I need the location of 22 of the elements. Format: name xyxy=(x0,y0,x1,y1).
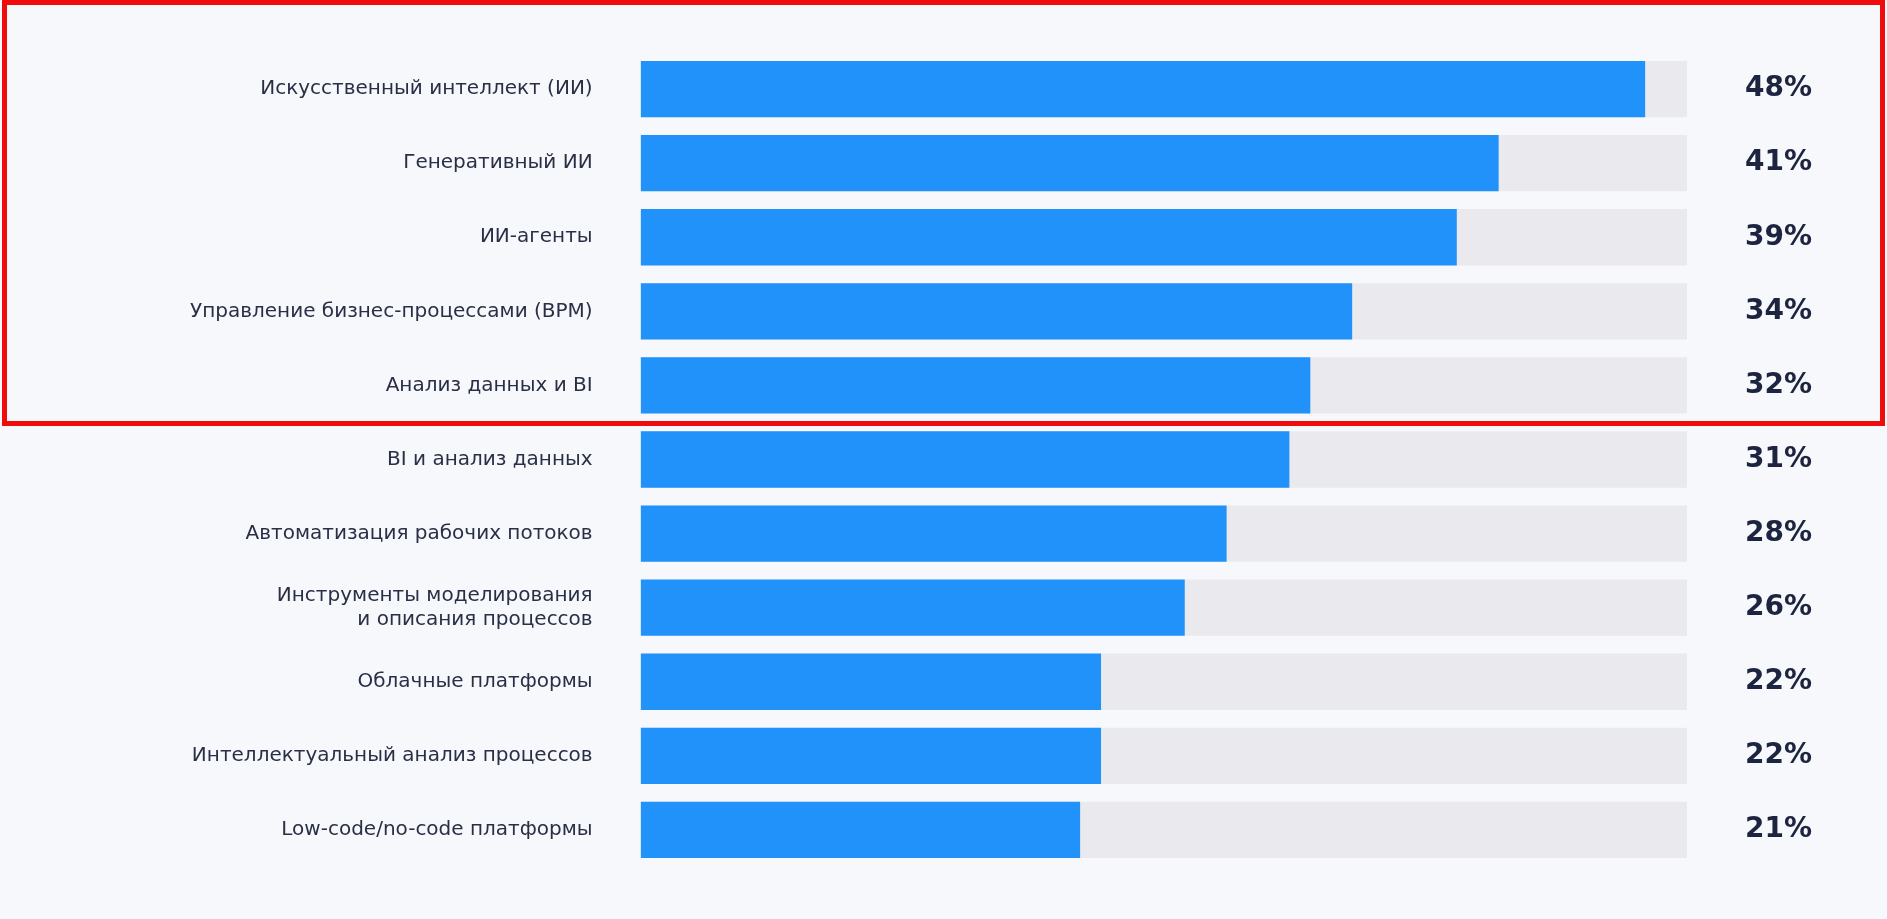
data-label: 26% xyxy=(1744,588,1812,622)
data-label: 48% xyxy=(1744,70,1812,104)
data-label: 34% xyxy=(1744,292,1812,326)
y-tick-label: Облачные платформы xyxy=(357,667,593,692)
y-tick-label: Искусственный интеллект (ИИ) xyxy=(260,75,593,100)
data-label: 31% xyxy=(1744,440,1812,474)
y-tick-label: Инструменты моделирования и описания процессов xyxy=(276,581,593,630)
y-tick-label: BI и анализ данных xyxy=(387,445,593,470)
data-label: 21% xyxy=(1744,811,1812,845)
data-label: 22% xyxy=(1744,663,1812,697)
y-tick-label: Интеллектуальный анализ процессов xyxy=(191,742,593,767)
data-label: 32% xyxy=(1744,366,1812,400)
data-label: 28% xyxy=(1744,514,1812,548)
data-label: 39% xyxy=(1744,218,1812,252)
y-tick-label: Low-code/no-code платформы xyxy=(281,816,593,841)
y-tick-label: ИИ-агенты xyxy=(479,223,593,248)
y-tick-label: Анализ данных и BI xyxy=(385,371,593,396)
y-tick-label: Управление бизнес-процессами (BPM) xyxy=(189,297,593,322)
y-tick-label: Генеративный ИИ xyxy=(403,149,593,174)
data-label: 22% xyxy=(1744,737,1812,771)
data-label: 41% xyxy=(1744,144,1812,178)
y-tick-label: Автоматизация рабочих потоков xyxy=(245,519,593,544)
